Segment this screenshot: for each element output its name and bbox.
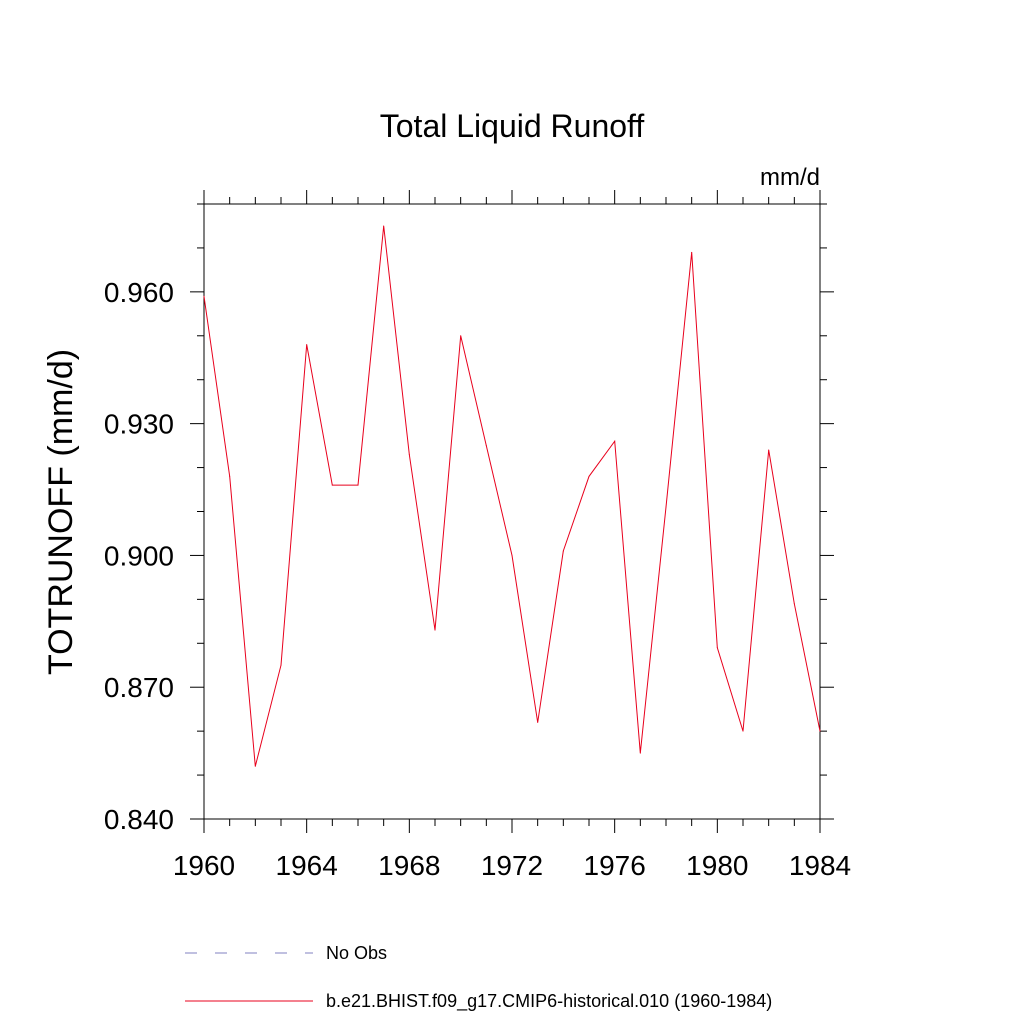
chart-title: Total Liquid Runoff: [380, 108, 645, 144]
data-point: [203, 295, 205, 297]
data-point: [716, 647, 718, 649]
data-point: [331, 484, 333, 486]
y-axis-label: TOTRUNOFF (mm/d): [42, 349, 80, 675]
data-point: [819, 730, 821, 732]
axis-ticks: [190, 190, 834, 833]
data-point: [665, 506, 667, 508]
x-tick-label: 1964: [276, 850, 338, 881]
tick-labels: 1960 1964 1968 1972 1976 1980 1984 0.840 0.870 0.…: [104, 277, 851, 881]
data-point: [511, 554, 513, 556]
plot-frame: [203, 203, 821, 820]
y-tick-label: 0.960: [104, 277, 174, 308]
legend-label-no-obs: No Obs: [326, 943, 387, 963]
y-tick-label: 0.870: [104, 672, 174, 703]
series-line-0: [203, 225, 821, 767]
data-point: [691, 251, 693, 253]
data-point: [357, 484, 359, 486]
legend: No Obs b.e21.BHIST.f09_g17.CMIP6-histori…: [185, 943, 772, 1012]
data-point: [485, 445, 487, 447]
x-tick-label: 1968: [378, 850, 440, 881]
x-tick-label: 1984: [789, 850, 851, 881]
data-point: [537, 721, 539, 723]
data-point: [280, 664, 282, 666]
data-point: [408, 453, 410, 455]
data-point: [434, 629, 436, 631]
series-layer: [203, 225, 821, 767]
y-tick-label: 0.930: [104, 409, 174, 440]
legend-label-model: b.e21.BHIST.f09_g17.CMIP6-historical.010…: [326, 991, 772, 1012]
x-tick-label: 1960: [173, 850, 235, 881]
x-tick-label: 1976: [584, 850, 646, 881]
x-tick-label: 1972: [481, 850, 543, 881]
data-point: [793, 603, 795, 605]
data-point: [639, 752, 641, 754]
data-point: [562, 550, 564, 552]
data-point: [768, 449, 770, 451]
data-point: [254, 765, 256, 767]
data-point: [383, 225, 385, 227]
data-point: [306, 344, 308, 346]
y-tick-label: 0.840: [104, 804, 174, 835]
data-point: [588, 475, 590, 477]
x-tick-label: 1980: [686, 850, 748, 881]
units-label: mm/d: [760, 164, 820, 191]
data-point: [742, 730, 744, 732]
data-point: [614, 440, 616, 442]
data-point: [460, 335, 462, 337]
y-tick-label: 0.900: [104, 540, 174, 571]
data-point: [229, 475, 231, 477]
